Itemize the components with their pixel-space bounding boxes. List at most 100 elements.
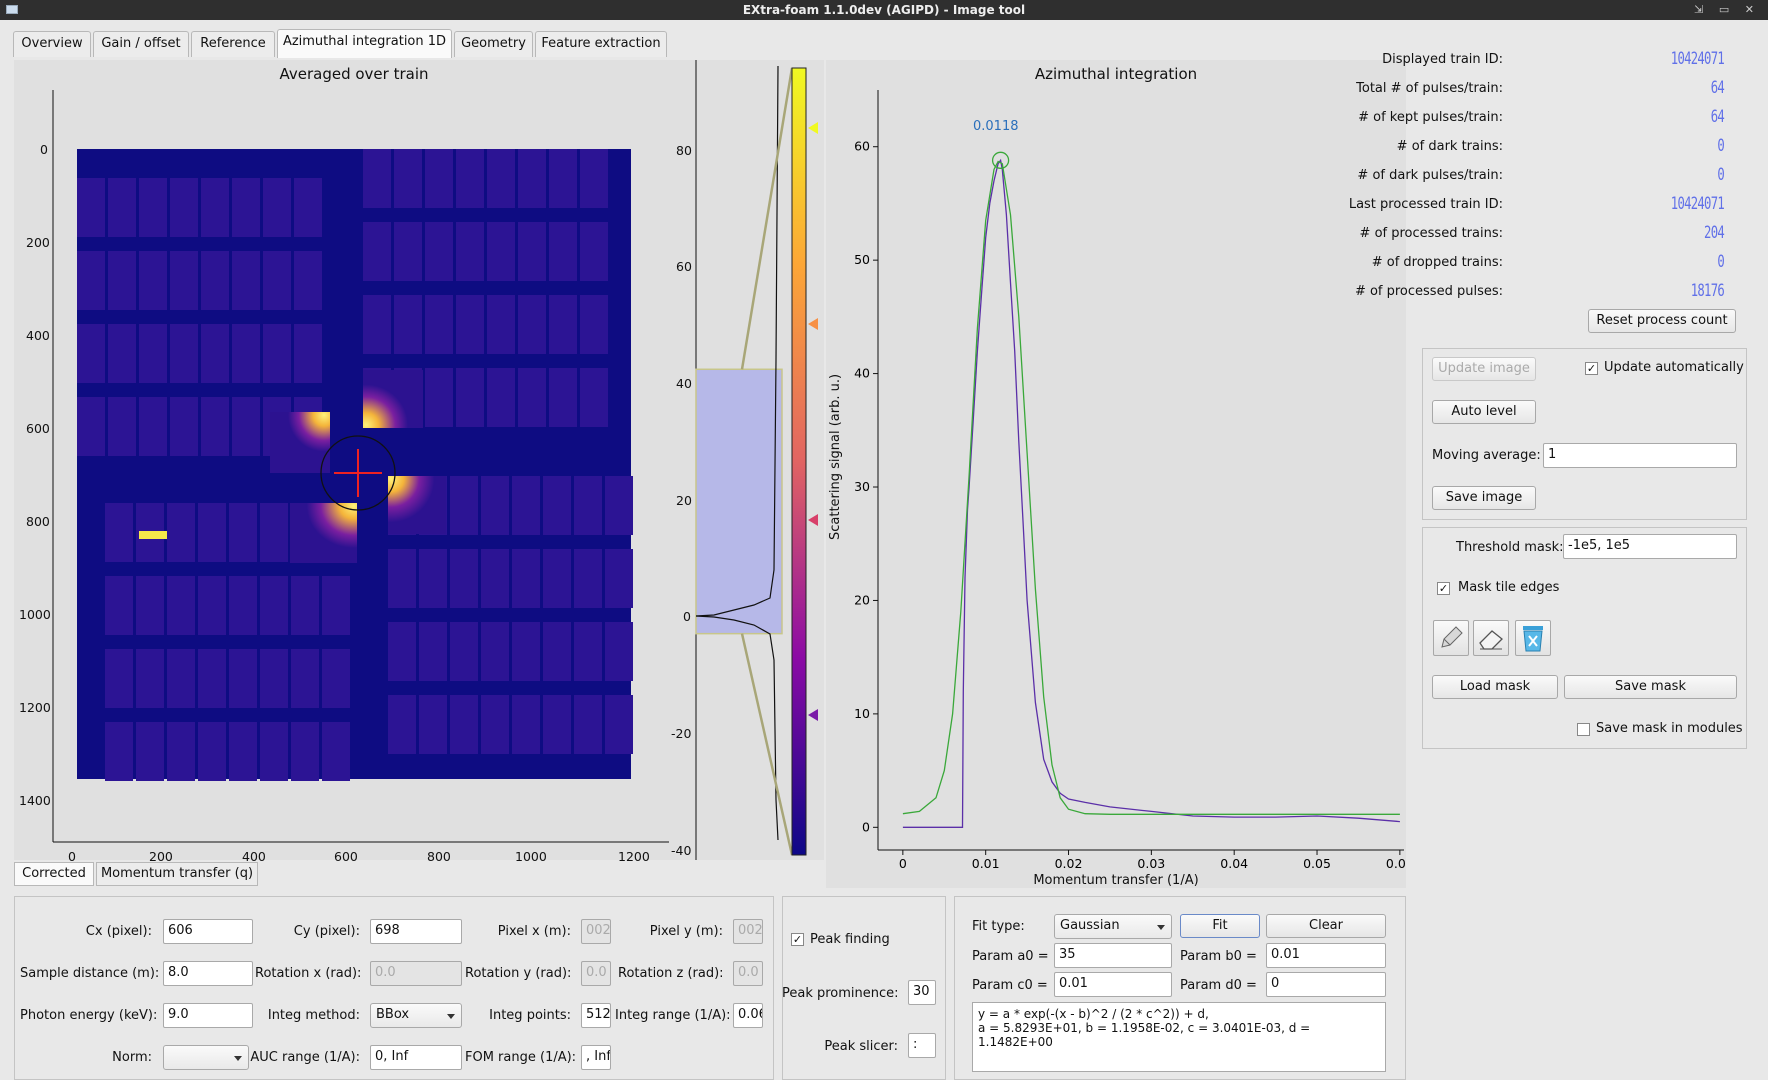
param-a0-input[interactable]: 35 xyxy=(1054,943,1172,968)
detector-tile xyxy=(518,222,546,281)
mask-tile-edges-checkbox[interactable]: ✓ xyxy=(1437,582,1450,595)
image-x-tick: 0 xyxy=(68,849,76,864)
detector-tile xyxy=(291,576,319,635)
gradient-stop-pink xyxy=(808,514,818,526)
detector-tile xyxy=(294,251,322,310)
detector-tile xyxy=(512,549,540,608)
integ-method-label: Integ method: xyxy=(267,1008,360,1023)
norm-select[interactable] xyxy=(163,1045,249,1070)
fit-button[interactable]: Fit xyxy=(1180,914,1260,938)
rotation-x-input[interactable]: 0.0 xyxy=(370,961,462,986)
integ-range-input[interactable]: 0.06 xyxy=(733,1003,763,1028)
stat-label: # of dropped trains: xyxy=(1371,255,1503,270)
detector-tile xyxy=(322,649,350,708)
detector-tile xyxy=(263,178,291,237)
threshold-mask-input[interactable]: -1e5, 1e5 xyxy=(1563,534,1737,559)
detector-tile xyxy=(232,178,260,237)
histogram-lut[interactable] xyxy=(694,60,824,860)
save-image-button[interactable]: Save image xyxy=(1432,486,1536,510)
draw-mask-pencil-icon[interactable] xyxy=(1433,620,1469,656)
detector-tile xyxy=(167,649,195,708)
rotation-z-input[interactable]: 0.0 xyxy=(733,961,763,986)
ai-plot-canvas[interactable]: 0 0.01 0.02 0.03 0.04 0.05 0.06 0 10 20 30 40 50 60 xyxy=(826,60,1406,888)
detector-tile xyxy=(201,397,229,456)
load-mask-button[interactable]: Load mask xyxy=(1432,675,1558,699)
cx-input[interactable]: 606 xyxy=(163,919,253,944)
auto-level-button[interactable]: Auto level xyxy=(1432,400,1536,424)
gradient-stop-orange xyxy=(808,318,818,330)
reset-process-count-button[interactable]: Reset process count xyxy=(1588,309,1736,333)
stat-label: # of dark trains: xyxy=(1396,139,1503,154)
detector-tile xyxy=(294,324,322,383)
detector-tile xyxy=(170,251,198,310)
clear-fit-button[interactable]: Clear xyxy=(1266,914,1386,938)
detector-tile xyxy=(574,695,602,754)
detector-tile xyxy=(450,549,478,608)
image-canvas[interactable] xyxy=(14,60,824,860)
ai-x-tick-label: 0.01 xyxy=(972,856,1000,871)
stat-dark-trains: 0 xyxy=(1717,136,1724,156)
tab-reference[interactable]: Reference xyxy=(191,31,275,57)
image-x-tick: 600 xyxy=(334,849,358,864)
image-x-tick: 400 xyxy=(242,849,266,864)
tab-gain-offset[interactable]: Gain / offset xyxy=(93,31,189,57)
detector-tile xyxy=(167,722,195,781)
stat-label: # of processed pulses: xyxy=(1354,284,1503,299)
stat-kept-pulses: 64 xyxy=(1710,107,1725,127)
integ-method-select[interactable]: BBox xyxy=(370,1003,462,1028)
fit-type-value: Gaussian xyxy=(1060,918,1120,933)
tab-geometry[interactable]: Geometry xyxy=(454,31,533,57)
param-c0-input[interactable]: 0.01 xyxy=(1054,972,1172,997)
param-b0-input[interactable]: 0.01 xyxy=(1266,943,1386,968)
peak-slicer-input[interactable]: : xyxy=(908,1033,936,1058)
ai-y-tick-label: 0 xyxy=(862,819,870,834)
sample-distance-input[interactable]: 8.0 xyxy=(163,961,253,986)
pixel-x-input[interactable]: 002 xyxy=(581,919,611,944)
detector-tile xyxy=(105,649,133,708)
erase-mask-eraser-icon[interactable] xyxy=(1473,620,1509,656)
threshold-mask-label: Threshold mask: xyxy=(1456,540,1564,555)
integ-points-input[interactable]: 512 xyxy=(581,1003,611,1028)
peak-prominence-input[interactable]: 30 xyxy=(908,980,936,1005)
moving-average-input[interactable]: 1 xyxy=(1543,443,1737,468)
detector-tile xyxy=(108,178,136,237)
subtab-corrected[interactable]: Corrected xyxy=(14,862,94,886)
image-y-tick: 1000 xyxy=(19,607,51,622)
detector-tile xyxy=(198,503,226,562)
peak-finding-checkbox[interactable]: ✓ xyxy=(791,933,804,946)
photon-energy-input[interactable]: 9.0 xyxy=(163,1003,253,1028)
save-mask-in-modules-checkbox[interactable] xyxy=(1577,723,1590,736)
clear-mask-trash-icon[interactable] xyxy=(1515,620,1551,656)
ai-y-tick-label: 60 xyxy=(854,139,870,154)
ai-data-line xyxy=(902,158,1400,828)
auc-range-input[interactable]: 0, Inf xyxy=(370,1045,462,1070)
rotation-y-input[interactable]: 0.0 xyxy=(581,961,611,986)
detector-tile xyxy=(201,178,229,237)
window-controls[interactable]: ⇲ ▭ ✕ xyxy=(1694,3,1760,16)
save-mask-button[interactable]: Save mask xyxy=(1564,675,1737,699)
ai-plot-title: Azimuthal integration xyxy=(1034,65,1198,83)
update-automatically-checkbox[interactable]: ✓ xyxy=(1585,362,1598,375)
fom-range-input[interactable]: , Inf xyxy=(581,1045,611,1070)
fit-type-select[interactable]: Gaussian xyxy=(1054,914,1172,939)
pixel-y-input[interactable]: 002 xyxy=(733,919,763,944)
param-d0-input[interactable]: 0 xyxy=(1266,972,1386,997)
norm-label: Norm: xyxy=(112,1050,152,1065)
tab-feature-extraction[interactable]: Feature extraction xyxy=(535,31,667,57)
cy-input[interactable]: 698 xyxy=(370,919,462,944)
hist-tick: -20 xyxy=(671,726,692,741)
update-image-button[interactable]: Update image xyxy=(1432,357,1536,381)
tab-azimuthal-integration-1d[interactable]: Azimuthal integration 1D xyxy=(277,29,452,58)
subtab-momentum-transfer[interactable]: Momentum transfer (q) xyxy=(96,862,258,886)
detector-tile xyxy=(322,722,350,781)
param-c0-label: Param c0 = xyxy=(972,978,1048,993)
detector-tile xyxy=(456,149,484,208)
tab-overview[interactable]: Overview xyxy=(13,31,91,57)
detector-tile xyxy=(394,295,422,354)
detector-tile xyxy=(605,476,633,535)
hist-tick: 80 xyxy=(676,143,692,158)
fit-result-line: a = 5.8293E+01, b = 1.1958E-02, c = 3.04… xyxy=(978,1021,1311,1035)
image-x-tick: 800 xyxy=(427,849,451,864)
stat-total-pulses: 64 xyxy=(1710,78,1725,98)
app-menu-icon[interactable] xyxy=(6,5,18,14)
